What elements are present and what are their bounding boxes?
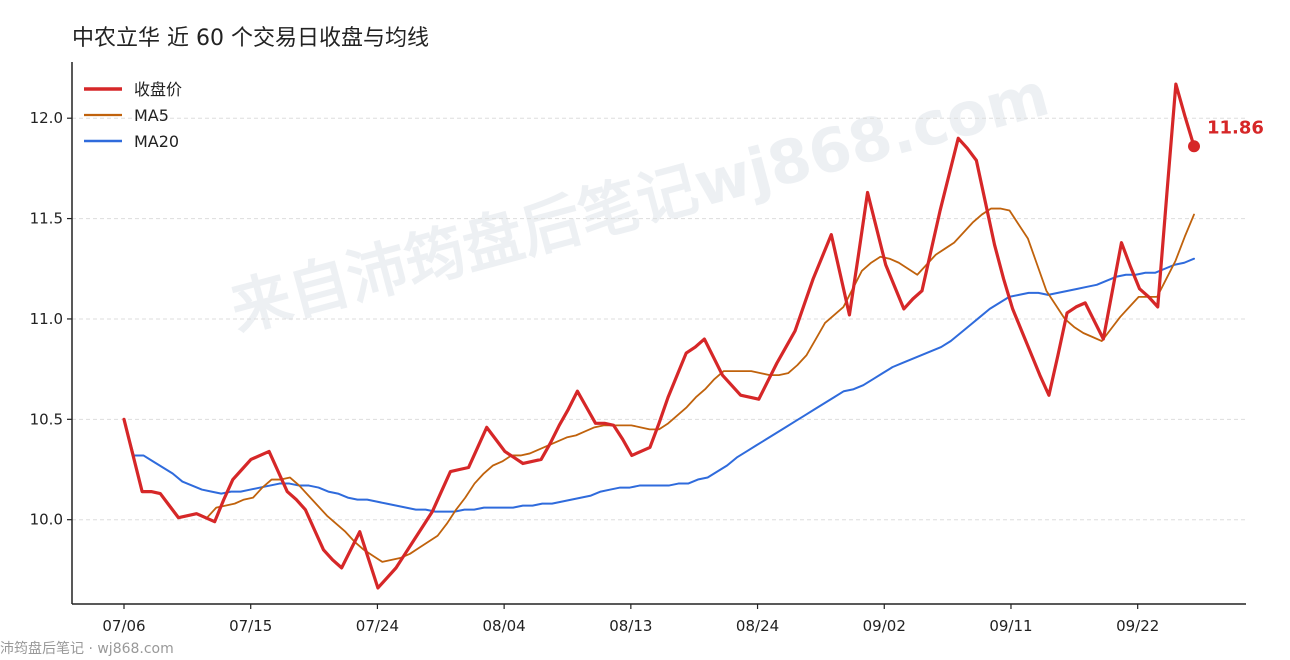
last-close-point (1188, 140, 1200, 153)
x-tick-label: 08/13 (609, 617, 652, 635)
y-tick-label: 11.5 (30, 210, 63, 228)
watermark: 来自沛筠盘后笔记wj868.com (223, 60, 1056, 346)
y-tick-label: 11.0 (30, 310, 63, 328)
y-tick-label: 10.0 (30, 511, 63, 529)
x-tick-label: 09/11 (989, 617, 1032, 635)
last-close-label: 11.86 (1207, 117, 1264, 138)
chart-title: 中农立华 近 60 个交易日收盘与均线 (72, 26, 429, 51)
footer-credit: 沛筠盘后笔记 · wj868.com (0, 641, 174, 657)
x-tick-label: 07/15 (229, 617, 272, 635)
series-line-ma5 (123, 207, 1195, 563)
legend-label-ma20: MA20 (134, 132, 179, 151)
y-tick-label: 10.5 (30, 410, 63, 428)
x-tick-label: 08/24 (736, 617, 779, 635)
legend: 收盘价 MA5 MA20 (84, 80, 182, 151)
x-tick-label: 09/02 (863, 617, 906, 635)
legend-label-ma5: MA5 (134, 106, 169, 125)
watermark-text: 来自沛筠盘后笔记wj868.com (223, 60, 1056, 346)
x-tick-label: 08/04 (483, 617, 526, 635)
x-tick-label: 07/24 (356, 617, 399, 635)
legend-label-close: 收盘价 (134, 80, 182, 99)
y-tick-label: 12.0 (30, 109, 63, 127)
x-tick-label: 09/22 (1116, 617, 1159, 635)
axes: 10.0 10.5 11.0 11.5 12.0 07/06 07/15 07/24 08/04… (30, 62, 1246, 635)
series: 11.86 (122, 82, 1264, 590)
series-line-ma20 (123, 257, 1195, 513)
x-tick-label: 07/06 (102, 617, 145, 635)
series-line-close (122, 82, 1196, 590)
